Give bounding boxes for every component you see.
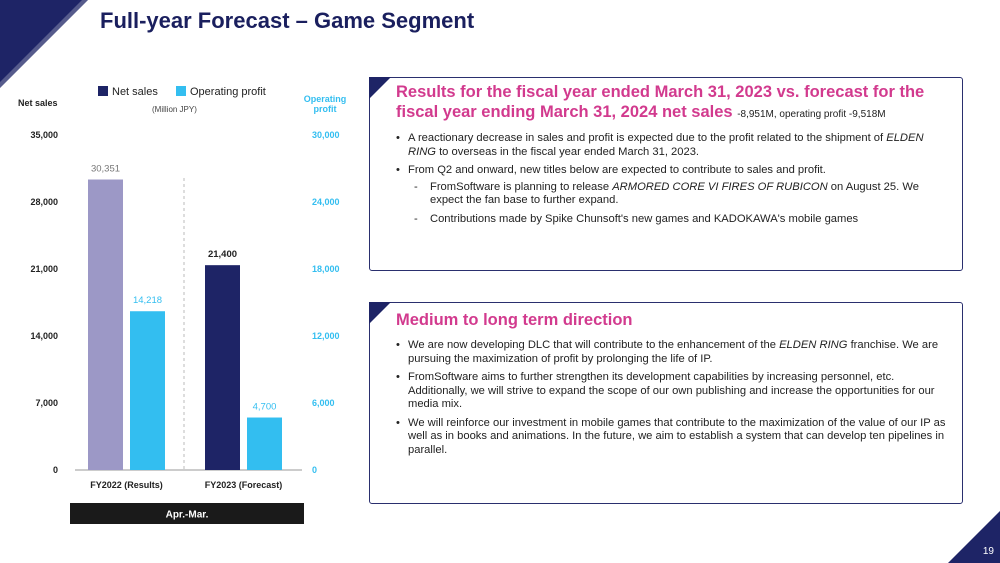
bar-operating-profit <box>130 311 165 470</box>
left-tick-label: 35,000 <box>30 130 58 140</box>
bullet-emphasis: ELDEN RING <box>779 339 848 351</box>
corner-decoration <box>0 0 88 88</box>
right-tick-label: 12,000 <box>312 331 340 341</box>
page-title: Full-year Forecast – Game Segment <box>100 8 475 33</box>
panel-corner-triangle <box>369 302 391 324</box>
data-label-operating-profit: 14,218 <box>133 295 162 306</box>
panel1-title-text: Results for the fiscal year ended March … <box>396 83 925 121</box>
panel1-title: Results for the fiscal year ended March … <box>396 82 952 125</box>
bar-chart: Net sales Operating profit (Million JPY)… <box>18 86 347 524</box>
list-item: Contributions made by Spike Chunsoft's n… <box>408 213 950 227</box>
right-axis-title: Operating profit <box>304 94 347 114</box>
panel1-bullets: A reactionary decrease in sales and prof… <box>396 132 950 226</box>
left-tick-label: 28,000 <box>30 197 58 207</box>
right-axis-title-line: profit <box>314 104 337 114</box>
bullet-text: FromSoftware aims to further strengthen … <box>408 371 935 410</box>
period-bar <box>70 503 304 524</box>
data-label-net-sales: 21,400 <box>208 249 237 260</box>
bullet-text: A reactionary decrease in sales and prof… <box>408 132 887 144</box>
panel2-bullets: We are now developing DLC that will cont… <box>396 339 950 457</box>
list-item: A reactionary decrease in sales and prof… <box>396 132 950 159</box>
bullet-emphasis: ELDEN RING <box>408 132 924 158</box>
period-label: Apr.-Mar. <box>166 510 209 521</box>
bullet-emphasis: ARMORED CORE VI FIRES OF RUBICON <box>612 180 828 193</box>
bullet-text: We will reinforce our investment in mobi… <box>408 416 946 456</box>
legend-operating-profit: Operating profit <box>190 86 266 98</box>
bullet-text: on August 25. We expect the fan base to … <box>430 180 919 207</box>
legend-net-sales: Net sales <box>112 86 158 98</box>
category-label: FY2023 (Forecast) <box>205 480 283 490</box>
right-tick-label: 18,000 <box>312 264 340 274</box>
bullet-text: We are now developing DLC that will cont… <box>408 339 780 351</box>
list-item: We are now developing DLC that will cont… <box>396 339 950 366</box>
list-item: FromSoftware is planning to release ARMO… <box>408 181 950 208</box>
left-tick-label: 21,000 <box>30 264 58 274</box>
bar-net-sales <box>205 265 240 470</box>
legend-swatch-operating-profit <box>176 86 186 96</box>
page-number: 19 <box>982 546 994 557</box>
panel2-title: Medium to long term direction <box>396 311 633 329</box>
forecast-results-panel: Results for the fiscal year ended March … <box>369 77 963 271</box>
list-item: FromSoftware aims to further strengthen … <box>396 371 950 412</box>
bullet-text: FromSoftware is planning to release <box>430 180 613 193</box>
left-tick-label: 14,000 <box>30 331 58 341</box>
left-axis-title: Net sales <box>18 98 58 108</box>
left-tick-label: 0 <box>53 465 58 475</box>
data-label-net-sales: 30,351 <box>91 163 120 174</box>
panel1-title-note: -8,951M, operating profit -9,518M <box>737 109 886 120</box>
legend-swatch-net-sales <box>98 86 108 96</box>
bullet-text: Contributions made by Spike Chunsoft's n… <box>430 212 859 225</box>
medium-long-term-panel: Medium to long term direction We are now… <box>369 302 963 504</box>
right-tick-label: 6,000 <box>312 398 335 408</box>
bullet-text: From Q2 and onward, new titles below are… <box>408 164 826 176</box>
unit-label: (Million JPY) <box>152 105 197 114</box>
corner-decoration <box>948 511 1000 563</box>
right-tick-label: 0 <box>312 465 317 475</box>
right-axis-title-line: Operating <box>304 94 347 104</box>
panel-corner-triangle <box>369 77 391 99</box>
list-item: From Q2 and onward, new titles below are… <box>396 164 950 226</box>
bar-net-sales <box>88 179 123 471</box>
category-label: FY2022 (Results) <box>90 480 163 490</box>
data-label-operating-profit: 4,700 <box>253 402 277 413</box>
bullet-text: to overseas in the fiscal year ended Mar… <box>435 145 700 158</box>
panel1-sub-bullets: FromSoftware is planning to release ARMO… <box>408 181 950 227</box>
right-tick-label: 30,000 <box>312 130 340 140</box>
bar-operating-profit <box>247 417 282 470</box>
bullet-text: franchise. We are pursuing the maximizat… <box>408 339 939 365</box>
list-item: We will reinforce our investment in mobi… <box>396 417 950 458</box>
left-tick-label: 7,000 <box>35 398 58 408</box>
right-tick-label: 24,000 <box>312 197 340 207</box>
